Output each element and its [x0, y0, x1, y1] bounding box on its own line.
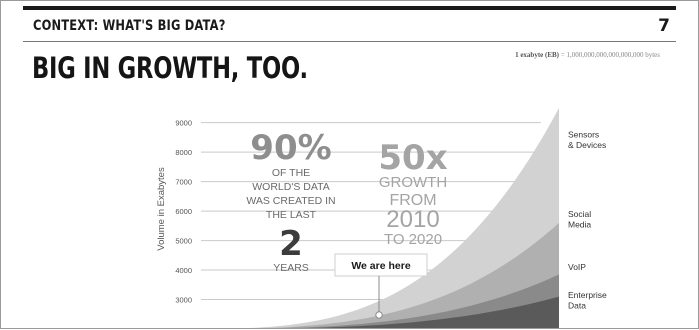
- exabyte-value: = 1,000,000,000,000,000,000 bytes: [560, 51, 660, 59]
- growth-line: FROM: [389, 192, 436, 209]
- fifty-x-callout: 50x GROWTH FROM 2010 TO 2020: [378, 138, 447, 248]
- we-are-here-dot: [375, 311, 383, 319]
- exabyte-term: 1 exabyte (EB): [515, 51, 560, 59]
- series-label: Data: [568, 301, 586, 311]
- series-label: Media: [568, 220, 591, 230]
- ninety-percent-figure: 90%: [250, 128, 331, 168]
- ninety-percent-line: THE LAST: [266, 209, 317, 221]
- chart-areas: [250, 107, 559, 328]
- years-label: YEARS: [273, 262, 309, 274]
- chart-grid: [201, 122, 541, 301]
- ninety-percent-callout: 90% OF THE WORLD'S DATA WAS CREATED IN T…: [246, 128, 335, 274]
- we-are-here-marker: We are here: [334, 253, 428, 319]
- y-axis-ticks: 3000 4000 5000 6000 7000 8000 9000: [175, 119, 192, 305]
- growth-year-end: TO 2020: [384, 231, 442, 248]
- two-years-figure: 2: [279, 224, 303, 264]
- y-tick-label: 8000: [175, 148, 192, 157]
- ninety-percent-line: WORLD'S DATA: [252, 181, 329, 193]
- area-sensors-devices: [250, 107, 559, 328]
- we-are-here-box: [334, 253, 428, 277]
- y-tick-label: 4000: [175, 266, 192, 275]
- series-label: Sensors: [568, 129, 599, 139]
- y-axis-label: Volume in Exabytes: [156, 167, 167, 251]
- y-tick-label: 6000: [175, 207, 192, 216]
- growth-year-start: 2010: [386, 206, 439, 233]
- series-label: Social: [568, 209, 591, 219]
- y-tick-label: 5000: [175, 237, 192, 246]
- slide-title: BIG IN GROWTH, TOO.: [32, 51, 308, 85]
- exabyte-definition: 1 exabyte (EB) = 1,000,000,000,000,000,0…: [515, 51, 660, 59]
- ninety-percent-line: OF THE: [272, 167, 310, 179]
- series-label: & Devices: [568, 140, 606, 150]
- y-tick-label: 3000: [175, 296, 192, 305]
- y-tick-label: 7000: [175, 178, 192, 187]
- top-rule: [23, 6, 676, 10]
- series-label: Enterprise: [568, 290, 607, 300]
- y-tick-label: 9000: [175, 119, 192, 128]
- we-are-here-label: We are here: [351, 260, 410, 272]
- page-number: 7: [658, 16, 670, 36]
- section-title: CONTEXT: WHAT'S BIG DATA?: [33, 18, 226, 34]
- series-label: VoIP: [568, 262, 586, 272]
- growth-line: GROWTH: [379, 174, 447, 191]
- fifty-x-figure: 50x: [378, 138, 447, 178]
- area-enterprise-data: [307, 296, 559, 328]
- slide-header: CONTEXT: WHAT'S BIG DATA? 7: [23, 15, 676, 42]
- ninety-percent-line: WAS CREATED IN: [246, 195, 335, 207]
